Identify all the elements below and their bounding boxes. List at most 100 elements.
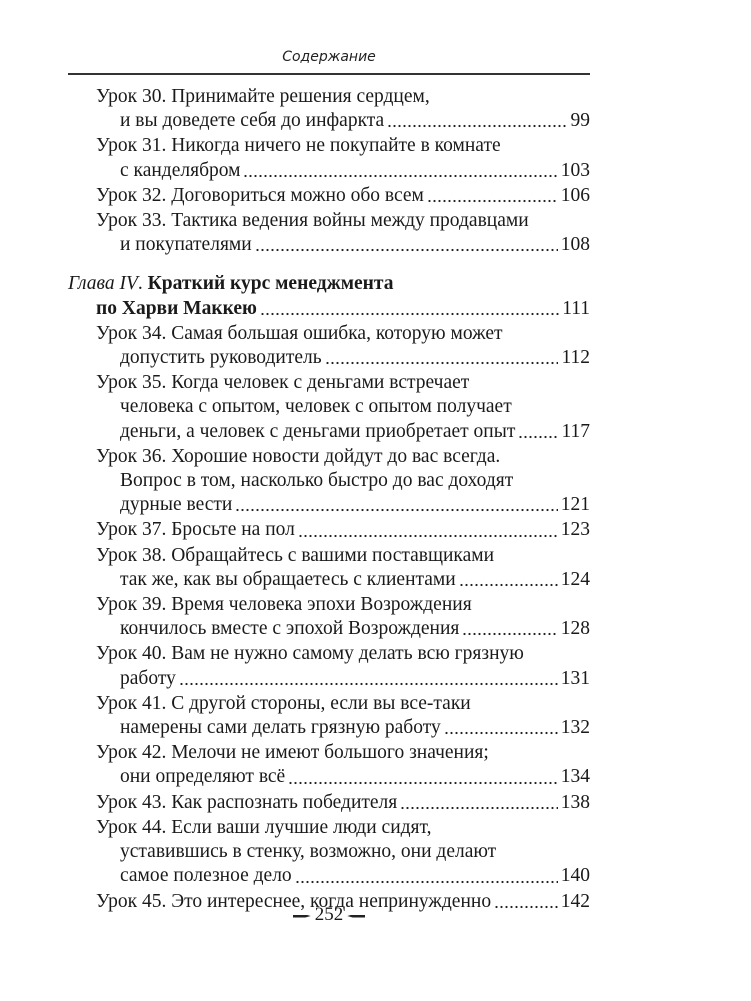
dot-leader [254, 233, 558, 258]
entry-text: кончилось вместе с эпохой Возрождения [120, 618, 460, 640]
toc-entry: Урок 34. Самая большая ошибка, которую м… [68, 322, 590, 371]
entry-text: и вы доведете себя до инфаркта [120, 110, 385, 132]
entry-text: допустить руководитель [120, 347, 322, 369]
entry-line: Урок 34. Самая большая ошибка, которую м… [96, 322, 503, 344]
entry-line: Урок 40. Вам не нужно самому делать всю … [96, 643, 524, 665]
dot-leader [294, 864, 558, 889]
entry-last-line: и вы доведете себя до инфаркта 99 [96, 109, 591, 134]
toc-entry: Урок 38. Обращайтесь с вашими поставщика… [68, 544, 590, 593]
entry-line: Урок 39. Время человека эпохи Возрождени… [96, 594, 472, 616]
entry-last-line: кончилось вместе с эпохой Возрождения 128 [96, 617, 590, 642]
toc-entry: Урок 32. Договориться можно обо всем 106 [68, 183, 590, 209]
page-number: 123 [560, 519, 590, 541]
toc-entry: Урок 44. Если ваши лучшие люди сидят, уст… [68, 816, 590, 889]
entry-last-line: работу 131 [96, 666, 590, 691]
entry-last-line: и покупателями 108 [96, 233, 590, 258]
entry-last-line: намерены сами делать грязную работу 132 [96, 716, 590, 741]
folio-number: 252 [314, 904, 344, 925]
entry-text: Урок 43. Как распознать победителя [96, 791, 398, 813]
dot-leader [387, 109, 568, 134]
entry-line: Урок 44. Если ваши лучшие люди сидят, [96, 816, 432, 838]
toc-entry: Урок 42. Мелочи не имеют большого значен… [68, 741, 590, 790]
folio-left-arrow-icon [292, 914, 311, 918]
dot-leader [178, 666, 558, 691]
page-number: 134 [560, 766, 590, 788]
chapter-label-separator: . [137, 273, 148, 295]
dot-leader [288, 765, 558, 790]
page-folio: 252 [68, 903, 590, 927]
entry-line: Урок 41. С другой стороны, если вы все-т… [96, 692, 471, 714]
toc-group: Урок 30. Принимайте решения сердцем, и вы… [68, 85, 591, 258]
entry-text: Урок 37. Бросьте на пол [96, 519, 295, 541]
entry-text: работу [120, 667, 176, 689]
entry-last-line: Урок 37. Бросьте на пол 123 [96, 518, 590, 543]
entry-line: Урок 38. Обращайтесь с вашими поставщика… [96, 544, 495, 566]
entry-line: Урок 31. Никогда ничего не покупайте в к… [96, 135, 501, 157]
entry-text: самое полезное дело [120, 865, 292, 887]
running-head: Содержание [282, 49, 376, 65]
dot-leader [324, 346, 559, 371]
dot-leader [518, 419, 559, 444]
page-number: 132 [560, 717, 590, 739]
entry-line: Урок 42. Мелочи не имеют большого значен… [96, 742, 489, 764]
entry-text: дурные вести [120, 494, 233, 516]
dot-leader [297, 518, 558, 543]
entry-text: и покупателями [120, 234, 252, 256]
entry-line: Урок 33. Тактика ведения войны между про… [96, 210, 529, 232]
dot-leader [243, 158, 558, 183]
toc-entry: Урок 30. Принимайте решения сердцем, и вы… [68, 85, 591, 134]
entry-line: Урок 30. Принимайте решения сердцем, [96, 86, 430, 107]
dot-leader [426, 183, 558, 209]
page-number: 124 [560, 568, 590, 590]
chapter-heading: Глава IV. Краткий курс менеджмента по Ха… [68, 272, 590, 321]
chapter-label: Глава IV [68, 273, 138, 295]
entry-line: человека с опытом, человек с опытом полу… [120, 396, 512, 418]
entry-last-line: допустить руководитель 112 [96, 346, 590, 371]
toc-entry: Урок 39. Время человека эпохи Возрождени… [68, 593, 590, 642]
page-number: 121 [560, 494, 590, 516]
entry-last-line: Урок 43. Как распознать победителя 138 [96, 790, 590, 815]
toc-entry: Урок 43. Как распознать победителя 138 [68, 790, 590, 815]
entry-text: Урок 32. Договориться можно обо всем [96, 184, 424, 206]
entry-text: они определяют всё [120, 766, 286, 788]
page-number: 111 [562, 297, 590, 319]
toc-entry: Урок 45. Это интереснее, когда непринужд… [68, 889, 590, 914]
entry-last-line: деньги, а человек с деньгами приобретает… [96, 419, 590, 444]
dot-leader [259, 296, 560, 321]
page-number: 103 [560, 159, 590, 181]
dot-leader [235, 493, 558, 518]
dot-leader [494, 889, 558, 914]
dot-leader [443, 716, 558, 741]
toc-entry: Урок 37. Бросьте на пол 123 [68, 518, 590, 543]
chapter-title-cont: по Харви Маккею [96, 297, 257, 319]
page-number: 99 [570, 110, 591, 132]
entry-last-line: самое полезное дело 140 [96, 864, 590, 889]
entry-last-line: дурные вести 121 [96, 493, 590, 518]
dot-leader [458, 567, 558, 593]
page-number: 112 [561, 347, 590, 369]
entry-line: Урок 35. Когда человек с деньгами встреч… [96, 372, 470, 394]
entry-line: Вопрос в том, насколько быстро до вас до… [120, 470, 514, 492]
page-number: 138 [560, 791, 590, 813]
page-number: 106 [560, 184, 590, 206]
toc-entry: Урок 33. Тактика ведения войны между про… [68, 209, 590, 258]
folio-right-arrow-icon [347, 914, 366, 918]
entry-text: с канделябром [120, 159, 241, 181]
table-of-contents: Урок 30. Принимайте решения сердцем, и вы… [68, 85, 590, 915]
toc-entry: Урок 41. С другой стороны, если вы все-т… [68, 692, 590, 741]
page-number: 142 [560, 890, 590, 912]
entry-last-line: Урок 45. Это интереснее, когда непринужд… [96, 889, 590, 914]
chapter-first-line: Глава IV. Краткий курс менеджмента [68, 272, 590, 296]
entry-text: деньги, а человек с деньгами приобретает… [120, 420, 516, 442]
entry-last-line: с канделябром 103 [96, 158, 590, 183]
entry-last-line: так же, как вы обращаетесь с клиентами 12… [96, 567, 590, 593]
page-number: 128 [560, 618, 590, 640]
entry-last-line: Урок 32. Договориться можно обо всем 106 [96, 183, 590, 209]
page-number: 117 [561, 420, 590, 442]
toc-entry: Урок 31. Никогда ничего не покупайте в к… [68, 134, 590, 183]
entry-line: Урок 36. Хорошие новости дойдут до вас в… [96, 445, 501, 467]
entry-line: уставившись в стенку, возможно, они дела… [120, 841, 497, 863]
entry-text: Урок 45. Это интереснее, когда непринужд… [96, 890, 492, 912]
toc-group: Урок 34. Самая большая ошибка, которую м… [68, 322, 590, 914]
toc-entry: Урок 36. Хорошие новости дойдут до вас в… [68, 445, 590, 518]
